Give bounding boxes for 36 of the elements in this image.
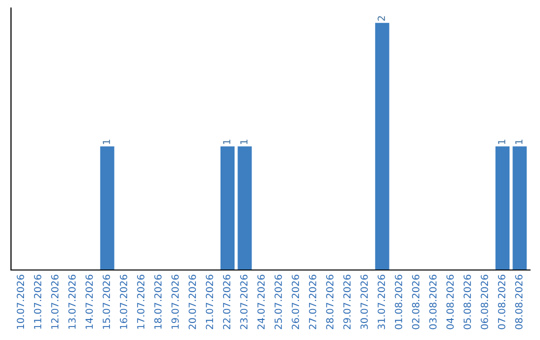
x-tick-label: 28.07.2026 <box>326 274 334 330</box>
x-tick-label: 19.07.2026 <box>171 274 179 329</box>
x-tick-label: 30.07.2026 <box>360 274 368 330</box>
data-label: 1 <box>515 140 522 144</box>
x-tick-label: 27.07.2026 <box>308 274 316 330</box>
x-tick-label: 05.08.2026 <box>464 274 471 330</box>
x-tick-label: 13.07.2026 <box>68 274 76 329</box>
data-label: 1 <box>498 140 506 144</box>
x-tick-label: 07.08.2026 <box>498 274 506 330</box>
x-tick-label: 17.07.2026 <box>137 274 144 329</box>
x-tick-label: 25.07.2026 <box>274 274 282 330</box>
x-tick-label: 29.07.2026 <box>343 274 351 330</box>
x-tick-label: 08.08.2026 <box>515 274 523 330</box>
x-tick-label: 26.07.2026 <box>292 274 300 330</box>
data-label: 1 <box>240 140 248 144</box>
x-tick-label: 02.08.2026 <box>412 274 420 330</box>
x-tick-label: 24.07.2026 <box>257 274 265 330</box>
x-tick-label: 23.07.2026 <box>240 274 248 330</box>
x-tick-label: 06.08.2026 <box>480 274 488 330</box>
x-tick-label: 11.07.2026 <box>34 274 42 329</box>
x-tick-label: 04.08.2026 <box>446 274 454 330</box>
data-label: 1 <box>223 140 230 144</box>
data-label: 1 <box>102 140 110 144</box>
x-tick-label: 10.07.2026 <box>16 274 24 329</box>
x-tick-label: 18.07.2026 <box>154 274 162 329</box>
data-label: 2 <box>378 16 385 21</box>
x-tick-label: 21.07.2026 <box>206 274 214 330</box>
x-tick-label: 16.07.2026 <box>120 274 128 329</box>
x-tick-label: 03.08.2026 <box>429 274 437 330</box>
x-tick-label: 12.07.2026 <box>51 274 59 329</box>
x-tick-label: 14.07.2026 <box>86 274 93 329</box>
x-tick-label: 31.07.2026 <box>378 274 386 330</box>
x-tick-label: 20.07.2026 <box>188 274 196 330</box>
x-tick-label: 15.07.2026 <box>102 274 110 329</box>
x-tick-label: 22.07.2026 <box>223 274 230 330</box>
x-tick-label: 01.08.2026 <box>394 274 402 330</box>
